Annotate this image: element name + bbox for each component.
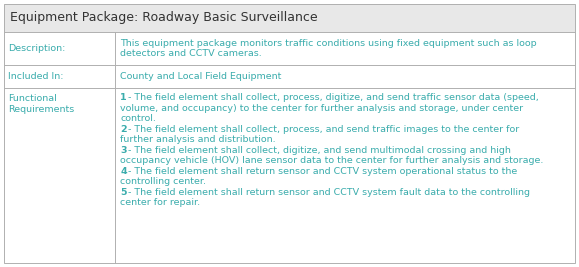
Text: center for repair.: center for repair. <box>120 198 200 207</box>
Text: - The field element shall return sensor and CCTV system fault data to the contro: - The field element shall return sensor … <box>124 188 530 197</box>
Text: Requirements: Requirements <box>8 105 74 114</box>
Text: controlling center.: controlling center. <box>120 177 206 186</box>
Text: 3: 3 <box>120 146 127 155</box>
Text: Functional: Functional <box>8 94 57 103</box>
Text: control.: control. <box>120 114 156 123</box>
Text: This equipment package monitors traffic conditions using fixed equipment such as: This equipment package monitors traffic … <box>120 39 537 48</box>
Bar <box>4 32 575 65</box>
Text: 4: 4 <box>120 167 127 176</box>
Text: further analysis and distribution.: further analysis and distribution. <box>120 135 276 144</box>
Text: volume, and occupancy) to the center for further analysis and storage, under cen: volume, and occupancy) to the center for… <box>120 104 523 113</box>
Text: occupancy vehicle (HOV) lane sensor data to the center for further analysis and : occupancy vehicle (HOV) lane sensor data… <box>120 156 544 165</box>
Text: - The field element shall collect, digitize, and send multimodal crossing and hi: - The field element shall collect, digit… <box>124 146 511 155</box>
Text: Equipment Package: Roadway Basic Surveillance: Equipment Package: Roadway Basic Surveil… <box>10 11 318 25</box>
Bar <box>4 65 575 88</box>
Text: County and Local Field Equipment: County and Local Field Equipment <box>120 72 282 81</box>
Text: - The field element shall return sensor and CCTV system operational status to th: - The field element shall return sensor … <box>124 167 517 176</box>
Text: detectors and CCTV cameras.: detectors and CCTV cameras. <box>120 49 262 58</box>
Text: 2: 2 <box>120 125 127 134</box>
Text: 1: 1 <box>120 93 127 102</box>
Text: - The field element shall collect, process, digitize, and send traffic sensor da: - The field element shall collect, proce… <box>124 93 538 102</box>
Text: Description:: Description: <box>8 44 65 53</box>
Text: Included In:: Included In: <box>8 72 64 81</box>
Bar <box>4 4 575 32</box>
Bar <box>4 88 575 259</box>
Text: 5: 5 <box>120 188 127 197</box>
Text: - The field element shall collect, process, and send traffic images to the cente: - The field element shall collect, proce… <box>124 125 519 134</box>
